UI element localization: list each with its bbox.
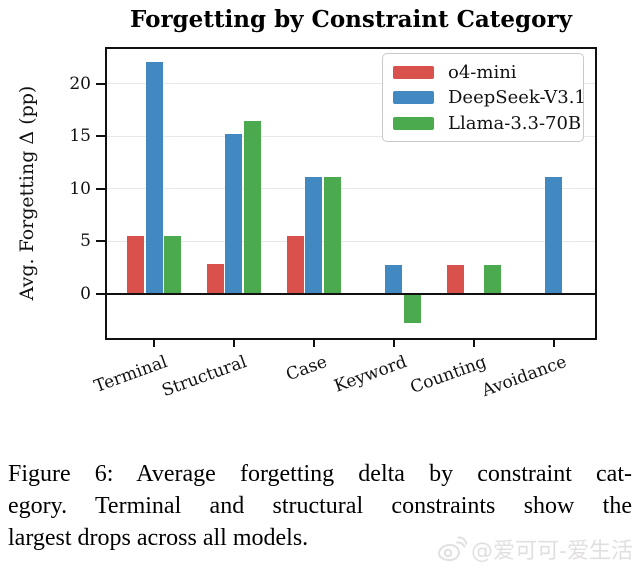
x-tick-mark <box>552 340 555 347</box>
caption-line: largest drops across all models. <box>8 525 309 551</box>
chart-title: Forgetting by Constraint Category <box>130 6 572 33</box>
legend-row: Llama-3.3-70B <box>393 113 581 134</box>
bar-counting-o4-mini <box>446 265 464 294</box>
y-tick-label: 0 <box>80 283 91 304</box>
caption-line: egory. Terminal and structural constrain… <box>8 493 632 519</box>
legend-label: DeepSeek-V3.1 <box>448 87 586 108</box>
x-tick-label-avoidance: Avoidance <box>479 352 570 402</box>
y-tick-mark <box>96 135 105 138</box>
watermark: @爱可可-爱生活 <box>437 533 633 565</box>
y-tick-label: 5 <box>80 231 91 252</box>
bar-case-llama-3.3-70b <box>323 177 341 294</box>
legend-label: o4-mini <box>448 61 517 83</box>
x-tick-mark <box>312 340 315 347</box>
y-tick-label: 15 <box>69 126 91 147</box>
bar-structural-llama-3.3-70b <box>243 120 261 294</box>
bar-structural-o4-mini <box>206 264 224 294</box>
x-tick-label-terminal: Terminal <box>91 352 170 397</box>
bar-keyword-llama-3.3-70b <box>403 293 421 324</box>
x-tick-mark <box>153 340 155 347</box>
caption-line: Figure 6: Average forgetting delta by co… <box>8 461 632 487</box>
gridline <box>107 135 595 137</box>
weibo-icon <box>438 536 468 562</box>
bar-terminal-deepseek-v3.1 <box>145 61 163 294</box>
x-tick-label-case: Case <box>283 352 330 386</box>
bar-case-o4-mini <box>286 236 304 294</box>
y-axis-label: Avg. Forgetting Δ (pp) <box>16 85 38 301</box>
x-tick-label-keyword: Keyword <box>331 352 410 397</box>
x-tick-label-structural: Structural <box>159 352 250 402</box>
x-tick-mark <box>472 340 475 347</box>
legend-swatch-0 <box>393 65 434 79</box>
gridline <box>107 83 595 85</box>
gridline <box>107 188 595 190</box>
bar-terminal-llama-3.3-70b <box>164 236 181 294</box>
y-tick-mark <box>96 187 105 190</box>
bar-counting-llama-3.3-70b <box>483 265 501 294</box>
y-tick-mark <box>96 292 105 295</box>
bar-avoidance-deepseek-v3.1 <box>545 177 562 294</box>
y-tick-label: 20 <box>69 73 91 94</box>
legend: o4-mini DeepSeek-V3.1 Llama-3.3-70B <box>382 53 586 142</box>
zero-line <box>107 292 595 295</box>
y-tick-mark <box>96 82 105 85</box>
legend-label: Llama-3.3-70B <box>448 112 582 134</box>
figure-caption: Figure 6: Average forgetting delta by co… <box>8 458 632 554</box>
gridline <box>107 240 595 242</box>
bar-terminal-o4-mini <box>127 236 144 294</box>
legend-swatch-1 <box>393 91 434 104</box>
y-tick-label: 10 <box>69 178 91 199</box>
legend-swatch-2 <box>393 116 434 130</box>
watermark-text: @爱可可-爱生活 <box>471 539 633 564</box>
y-tick-mark <box>96 240 105 243</box>
legend-row: o4-mini <box>393 62 573 83</box>
legend-row: DeepSeek-V3.1 <box>393 87 586 108</box>
x-tick-label-counting: Counting <box>408 352 490 398</box>
x-tick-mark <box>392 340 395 347</box>
bar-case-deepseek-v3.1 <box>305 177 323 294</box>
x-tick-mark <box>232 340 235 347</box>
bar-structural-deepseek-v3.1 <box>225 134 243 294</box>
bar-keyword-deepseek-v3.1 <box>385 265 403 294</box>
